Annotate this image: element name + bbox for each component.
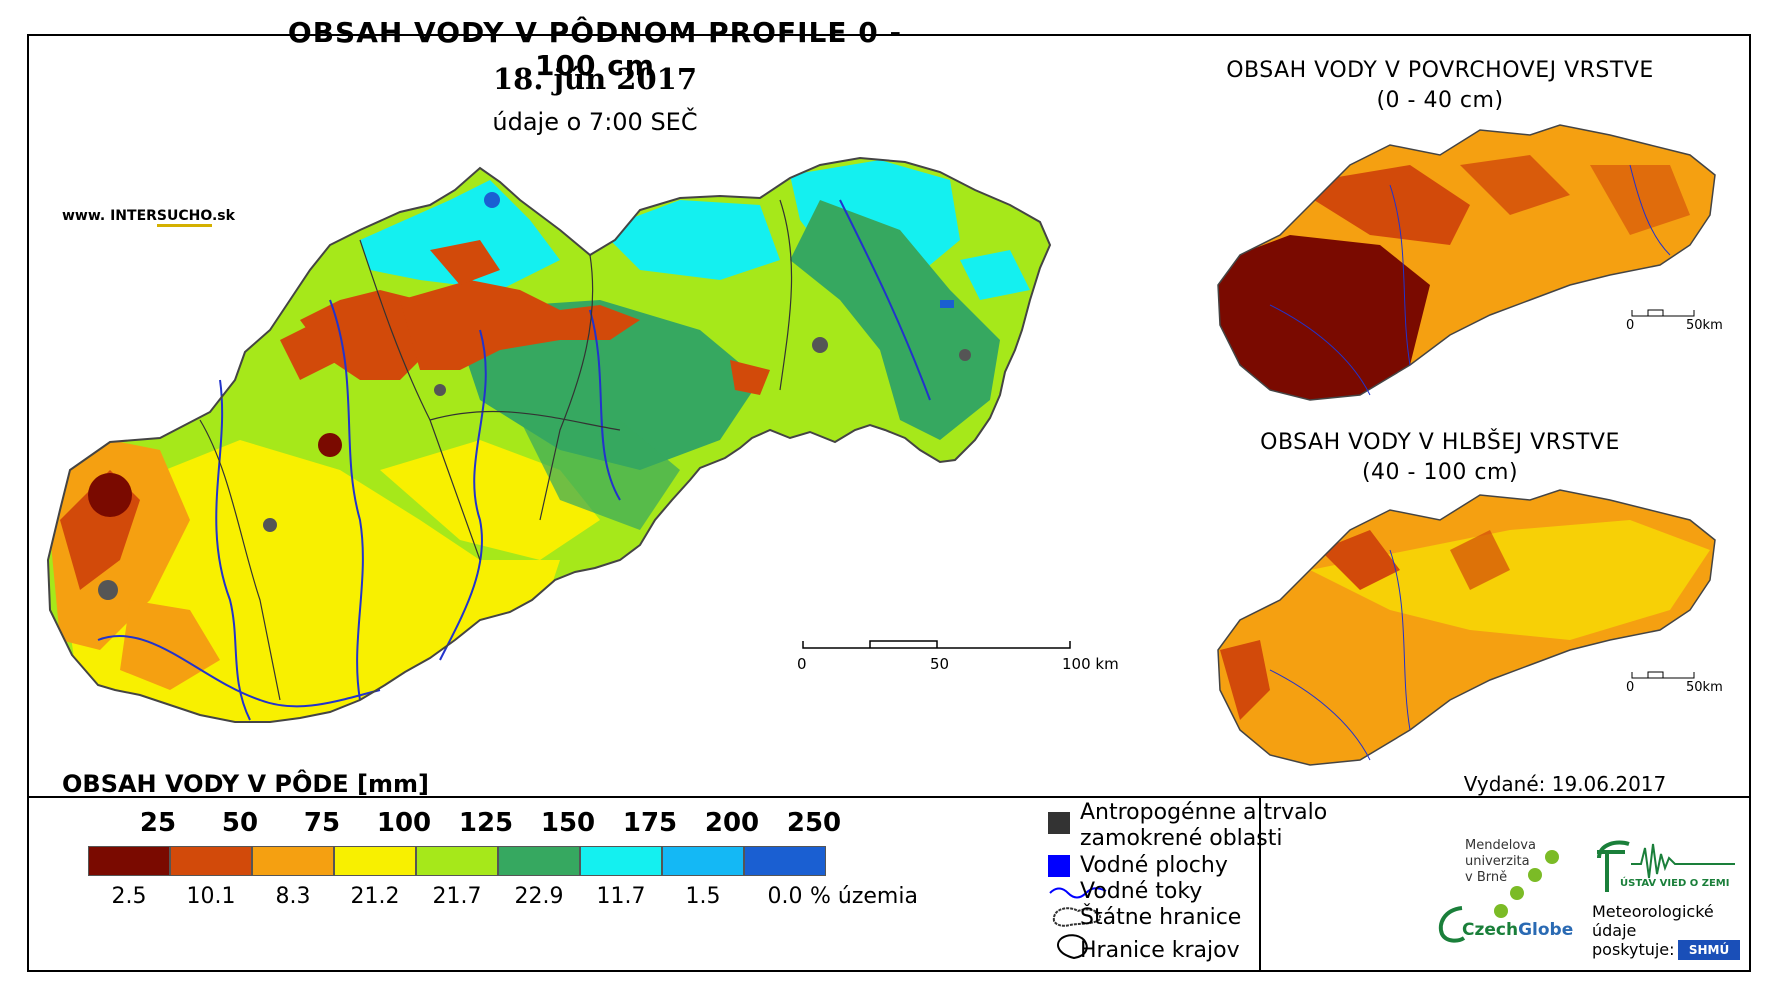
legend-swatch bbox=[662, 846, 744, 876]
legend-threshold: 200 bbox=[704, 808, 760, 838]
website-suffix: .sk bbox=[211, 208, 235, 224]
legend-threshold: 250 bbox=[786, 808, 842, 838]
main-scale-50: 50 bbox=[930, 655, 950, 673]
region-border-symbol bbox=[1057, 934, 1088, 960]
website-prefix: www. INTER bbox=[62, 208, 157, 224]
legend-percent: 0.0 bbox=[767, 884, 803, 909]
legend-threshold: 50 bbox=[221, 808, 259, 838]
meteo-line-1: Meteorologické bbox=[1592, 902, 1714, 921]
legend-swatch bbox=[334, 846, 416, 876]
mendel-line-3: v Brně bbox=[1465, 870, 1508, 885]
legend-threshold: 25 bbox=[139, 808, 177, 838]
inset-deep-map bbox=[1217, 489, 1716, 766]
inset-surface-scale-bar bbox=[1631, 309, 1695, 317]
legend-threshold: 150 bbox=[540, 808, 596, 838]
czechglobe-part-2: Globe bbox=[1518, 920, 1574, 940]
meteo-line-3: poskytuje: bbox=[1592, 940, 1675, 959]
legend-swatch bbox=[744, 846, 826, 876]
key-rivers: Vodné toky bbox=[1080, 879, 1203, 904]
inset-surface-scale-50: 50km bbox=[1686, 318, 1723, 333]
key-state-border: Štátne hranice bbox=[1080, 905, 1242, 930]
legend-title: OBSAH VODY V PÔDE [mm] bbox=[62, 770, 430, 798]
main-scale-100: 100 km bbox=[1062, 655, 1119, 673]
key-water-areas: Vodné plochy bbox=[1080, 853, 1228, 878]
main-map-date: 18. jún 2017 bbox=[492, 62, 698, 96]
divider-vertical bbox=[1259, 798, 1261, 972]
urban-area-symbol bbox=[1048, 812, 1070, 834]
main-scale-bar bbox=[802, 640, 1071, 649]
website-highlight: SUCHO bbox=[156, 208, 212, 227]
inset-surface-subtitle: (0 - 40 cm) bbox=[1376, 88, 1504, 113]
inset-surface-scale-0: 0 bbox=[1626, 318, 1635, 333]
state-border-symbol bbox=[1052, 907, 1102, 927]
czechglobe-logo: CzechGlobe bbox=[1462, 920, 1573, 940]
shmu-logo: SHMÚ bbox=[1678, 940, 1740, 960]
legend-percent: 21.7 bbox=[432, 884, 482, 909]
legend-swatch bbox=[580, 846, 662, 876]
legend-threshold: 125 bbox=[458, 808, 514, 838]
legend-percent: 22.9 bbox=[514, 884, 564, 909]
main-map-subtitle: údaje o 7:00 SEČ bbox=[492, 108, 698, 136]
legend-threshold: 75 bbox=[303, 808, 341, 838]
legend-percent: 2.5 bbox=[111, 884, 147, 909]
logo-dot bbox=[1528, 868, 1542, 882]
legend-swatch bbox=[170, 846, 252, 876]
meteo-provider-text: Meteorologické údaje poskytuje: bbox=[1592, 902, 1714, 959]
logo-dot bbox=[1545, 850, 1559, 864]
water-area-symbol bbox=[1048, 855, 1070, 877]
mendel-line-2: univerzita bbox=[1465, 854, 1530, 869]
mendel-university-logo: Mendelova univerzita v Brně bbox=[1465, 838, 1536, 886]
river-symbol bbox=[1049, 887, 1107, 899]
czechglobe-part-1: Czech bbox=[1462, 920, 1519, 940]
uvz-seismograph-logo bbox=[1597, 840, 1735, 892]
inset-deep-title: OBSAH VODY V HLBŠEJ VRSTVE bbox=[1260, 430, 1620, 455]
legend-swatch bbox=[252, 846, 334, 876]
inset-deep-scale-50: 50km bbox=[1686, 680, 1723, 695]
legend-percent: 21.2 bbox=[350, 884, 400, 909]
legend-swatch bbox=[416, 846, 498, 876]
uvz-logo-text: ÚSTAV VIED O ZEMI bbox=[1620, 878, 1730, 889]
website-link[interactable]: www. INTERSUCHO.sk bbox=[62, 208, 235, 227]
inset-surface-title: OBSAH VODY V POVRCHOVEJ VRSTVE bbox=[1226, 58, 1654, 83]
meteo-line-2: údaje bbox=[1592, 921, 1637, 940]
legend-swatch bbox=[498, 846, 580, 876]
legend-percent: 8.3 bbox=[275, 884, 311, 909]
key-region-border: Hranice krajov bbox=[1080, 938, 1240, 963]
legend-unit: % územia bbox=[810, 884, 918, 909]
inset-surface-map bbox=[1217, 124, 1716, 401]
mendel-line-1: Mendelova bbox=[1465, 838, 1536, 853]
legend-threshold: 175 bbox=[622, 808, 678, 838]
inset-deep-scale-bar bbox=[1631, 671, 1695, 679]
main-map-title: OBSAH VODY V PÔDNOM PROFILE 0 - 100 cm bbox=[287, 16, 903, 82]
legend-percent: 1.5 bbox=[685, 884, 721, 909]
czechglobe-swoosh-icon bbox=[1438, 906, 1466, 943]
key-urban: Antropogénne a trvalo bbox=[1080, 800, 1328, 825]
main-scale-0: 0 bbox=[797, 655, 807, 673]
inset-deep-subtitle: (40 - 100 cm) bbox=[1361, 460, 1519, 485]
divider-horizontal bbox=[29, 796, 1749, 798]
inset-deep-scale-0: 0 bbox=[1626, 680, 1635, 695]
logo-dot bbox=[1494, 904, 1508, 918]
issued-date: Vydané: 19.06.2017 bbox=[1463, 772, 1667, 796]
legend-swatch bbox=[88, 846, 170, 876]
legend-threshold: 100 bbox=[376, 808, 432, 838]
legend-percent: 11.7 bbox=[596, 884, 646, 909]
key-urban-2: zamokrené oblasti bbox=[1080, 826, 1283, 851]
legend-percent: 10.1 bbox=[186, 884, 236, 909]
logo-dot bbox=[1510, 886, 1524, 900]
